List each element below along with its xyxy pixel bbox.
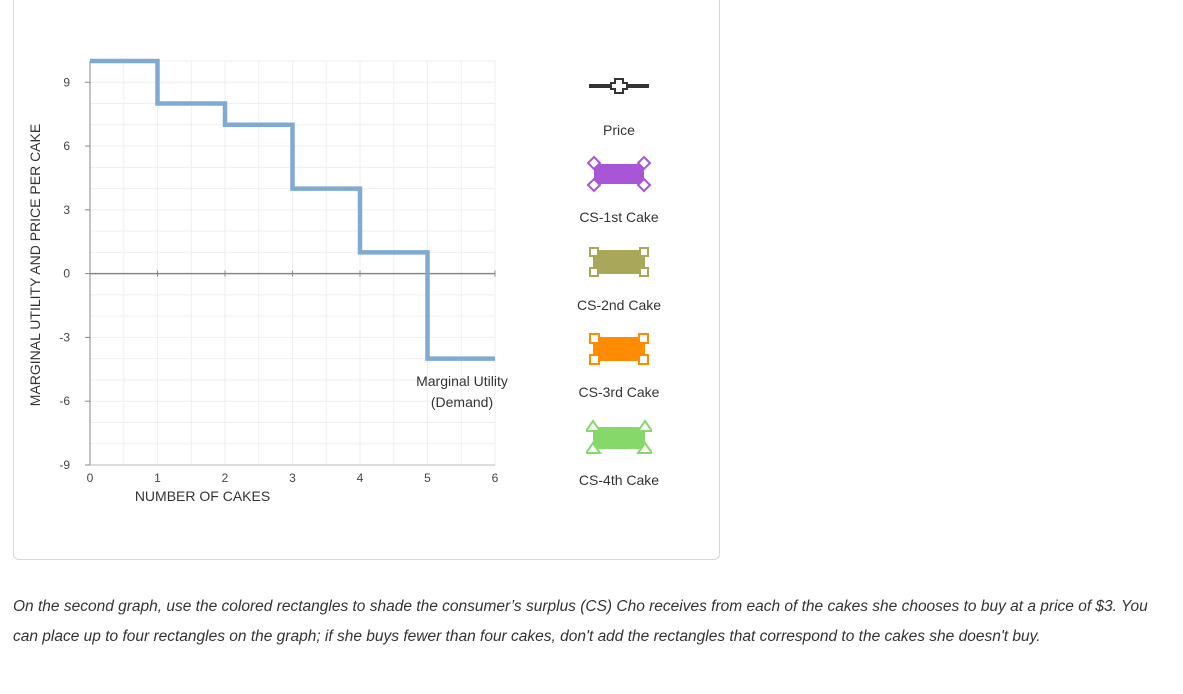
curve-label-line2: (Demand) (431, 394, 493, 410)
x-tick-label: 4 (357, 471, 364, 485)
square-corner-rectangle-icon (589, 333, 649, 365)
cs-1st-cake-tool[interactable] (586, 154, 652, 194)
cs-4th-cake-label: CS-4th Cake (578, 472, 660, 488)
x-tick-label: 1 (154, 471, 161, 485)
graph-panel (13, 0, 720, 560)
cs-2nd-cake-label: CS-2nd Cake (576, 297, 662, 313)
price-tool-label: Price (603, 122, 635, 138)
cs-1st-cake-label: CS-1st Cake (579, 209, 659, 225)
x-tick-label: 5 (424, 471, 431, 485)
instructions-text: On the second graph, use the colored rec… (13, 598, 1148, 645)
y-tick-label: -3 (59, 330, 70, 344)
x-tick-label: 0 (87, 471, 94, 485)
y-tick-label: 9 (63, 75, 70, 89)
cs-3rd-cake-tool[interactable] (586, 329, 652, 369)
cs-2nd-cake-tool[interactable] (586, 242, 652, 282)
curve-label-line1: Marginal Utility (416, 373, 508, 389)
diamond-corner-rectangle-icon (586, 155, 652, 193)
x-axis-title: NUMBER OF CAKES (135, 488, 270, 504)
cs-3rd-cake-label: CS-3rd Cake (578, 384, 660, 400)
y-tick-label: 0 (63, 267, 70, 281)
y-tick-label: 6 (63, 139, 70, 153)
x-tick-label: 6 (492, 471, 499, 485)
x-tick-label: 3 (289, 471, 296, 485)
y-tick-label: -6 (59, 394, 70, 408)
price-tool[interactable] (586, 66, 652, 106)
square-corner-rectangle-icon (589, 247, 649, 277)
marginal-utility-chart[interactable]: 9 6 3 0 -3 -6 -9 0 1 2 3 4 5 6 NUMBER OF CAKES MARGINAL… (0, 0, 720, 570)
marginal-utility-demand-line (90, 58, 495, 361)
cs-4th-cake-tool[interactable] (584, 417, 654, 457)
y-tick-label: 3 (63, 203, 70, 217)
y-tick-label: -9 (59, 458, 70, 472)
price-line-cross-icon (589, 78, 649, 94)
x-tick-label: 2 (222, 471, 229, 485)
triangle-corner-rectangle-icon (584, 419, 654, 454)
y-axis-title: MARGINAL UTILITY AND PRICE PER CAKE (27, 124, 43, 406)
